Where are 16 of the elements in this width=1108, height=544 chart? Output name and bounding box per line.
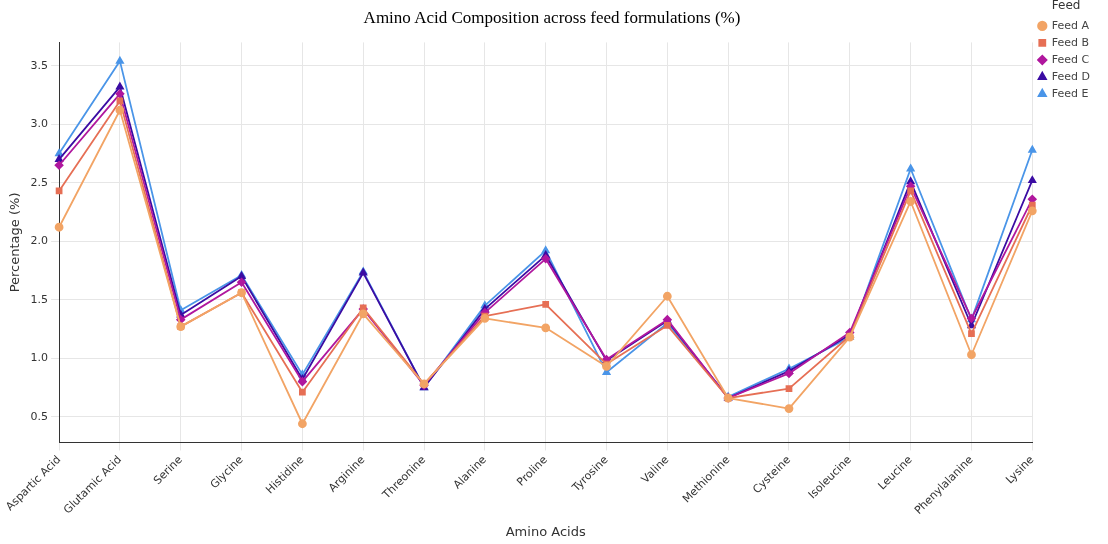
y-tick-label: 3.0	[30, 117, 49, 131]
y-tick-label: 3.5	[30, 58, 49, 72]
y-axis-title: Percentage (%)	[7, 192, 23, 293]
y-tick-label: 2.0	[30, 234, 49, 248]
y-tick-label: 0.5	[30, 409, 49, 423]
legend-title: Feed	[1051, 0, 1081, 13]
legend-label: Feed A	[1051, 18, 1090, 32]
legend-label: Feed C	[1051, 52, 1090, 66]
y-tick-label: 1.5	[30, 292, 49, 306]
legend-label: Feed D	[1051, 69, 1091, 83]
y-tick-label: 1.0	[30, 351, 49, 365]
x-axis-title: Amino Acids	[505, 523, 586, 539]
y-tick-label: 2.5	[30, 175, 49, 189]
legend-label: Feed E	[1051, 86, 1089, 100]
chart-title: Amino Acid Composition across feed formulations (%)	[363, 7, 741, 27]
legend-label: Feed B	[1051, 35, 1090, 49]
